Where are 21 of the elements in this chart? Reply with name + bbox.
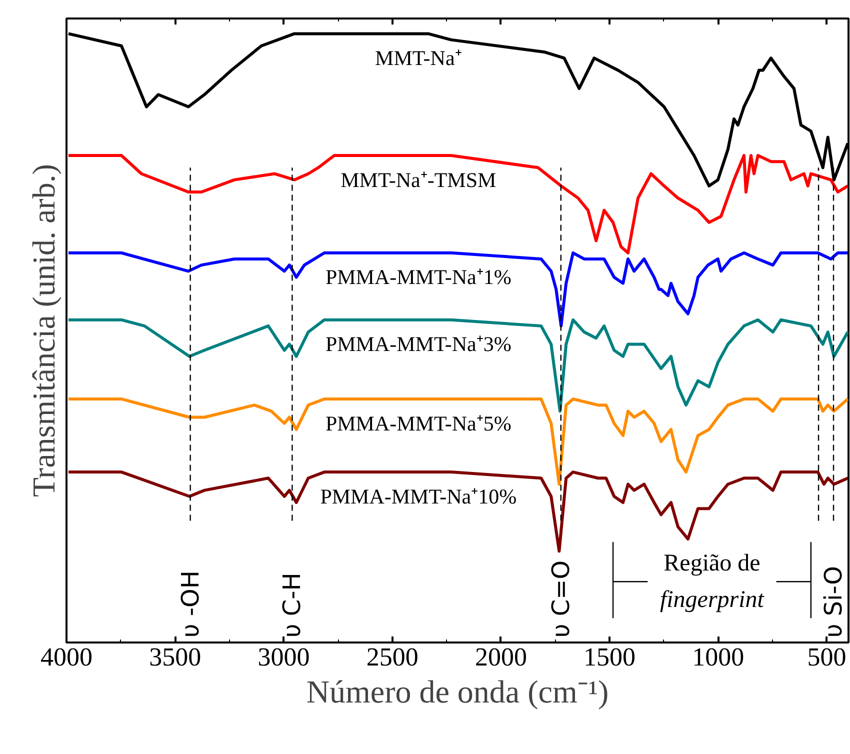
series-label: PMMA-MMT-Na⁺3% [325,332,512,356]
ref-line-label: υ C-H [278,572,306,638]
ref-line-label: υ Si-O [820,566,848,638]
series-label: MMT-Na⁺-TMSM [340,168,497,192]
ref-line-label: υ C=O [546,560,575,638]
x-tick-label: 1000 [692,642,744,672]
annotation: Região de fingerprint [660,550,766,613]
x-tick-label: 3000 [258,642,310,672]
x-axis-title: Número de onda (cm⁻¹) [306,674,609,710]
x-tick-label: 3500 [149,642,202,672]
x-tick-label: 4000 [40,642,92,672]
series-label: PMMA-MMT-Na⁺1% [325,265,512,290]
y-axis-title: Transmitância (unid. arb.) [26,164,62,497]
series-label: PMMA-MMT-Na⁺5% [325,411,512,436]
x-tick-label: 2500 [366,642,418,672]
x-tick-label: 1500 [584,642,636,672]
series-label: PMMA-MMT-Na⁺10% [320,484,517,508]
ref-line-label: υ -OH [176,570,204,638]
x-tick-label: 2000 [474,642,527,672]
x-tick-label: 500 [807,642,846,672]
legend-label: MMT-Na⁺ [375,46,462,70]
